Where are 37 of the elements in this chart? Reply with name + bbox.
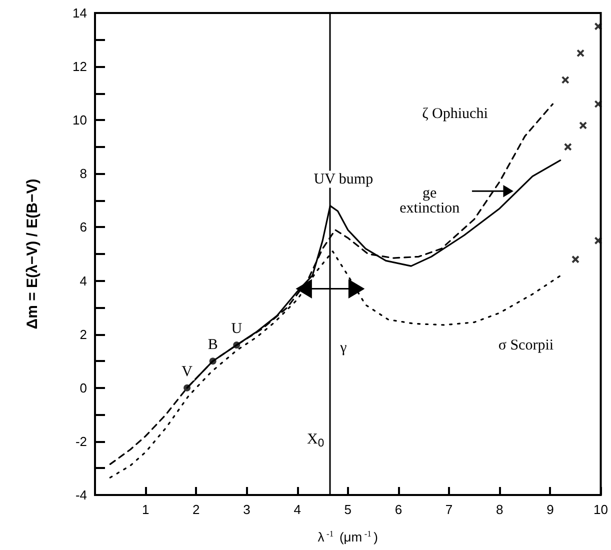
y-tick-label: 2: [80, 326, 87, 342]
x-tick-label: 5: [344, 502, 352, 517]
y-tick-label: 6: [80, 220, 87, 235]
y-tick-label: 14: [72, 6, 87, 20]
point: [594, 100, 602, 108]
annotation: ζ Ophiuchi: [422, 106, 488, 122]
y-axis-title: Δm = E(λ−V) / E(B−V): [24, 178, 41, 330]
x-tick-label: 3: [243, 502, 250, 517]
y-tick-label: 12: [72, 59, 87, 74]
annotation: UV bump: [314, 171, 374, 188]
x-tick-label: 2: [192, 502, 200, 517]
annotation: B: [208, 337, 218, 354]
annotation: ge extinction: [400, 185, 460, 216]
y-tick-label: -2: [75, 434, 87, 449]
x-tick-label: 9: [546, 502, 554, 517]
y-tick-label: 10: [72, 112, 87, 128]
y-tick-label: -4: [75, 488, 87, 502]
x-tick-label: 6: [394, 502, 402, 517]
y-tick-label: 0: [80, 380, 87, 396]
x-tick-label: 1: [142, 502, 150, 517]
point: [561, 76, 570, 84]
annotation: V: [182, 364, 193, 380]
point: [579, 121, 588, 130]
x-tick-label: 4: [294, 502, 301, 517]
point: [564, 142, 572, 151]
annotation: σ Scorpii: [498, 338, 554, 354]
x-tick-label: 8: [496, 502, 504, 517]
y-tick-label: 8: [80, 166, 87, 182]
point: [571, 255, 580, 264]
point: [594, 22, 602, 30]
point: [594, 236, 602, 245]
annotation: γ: [339, 340, 348, 356]
x-tick-label: 7: [445, 502, 453, 517]
annotation: U: [231, 321, 242, 338]
x-tick-label: 10: [594, 502, 608, 517]
point: [576, 49, 585, 58]
y-tick-label: 4: [80, 273, 87, 288]
